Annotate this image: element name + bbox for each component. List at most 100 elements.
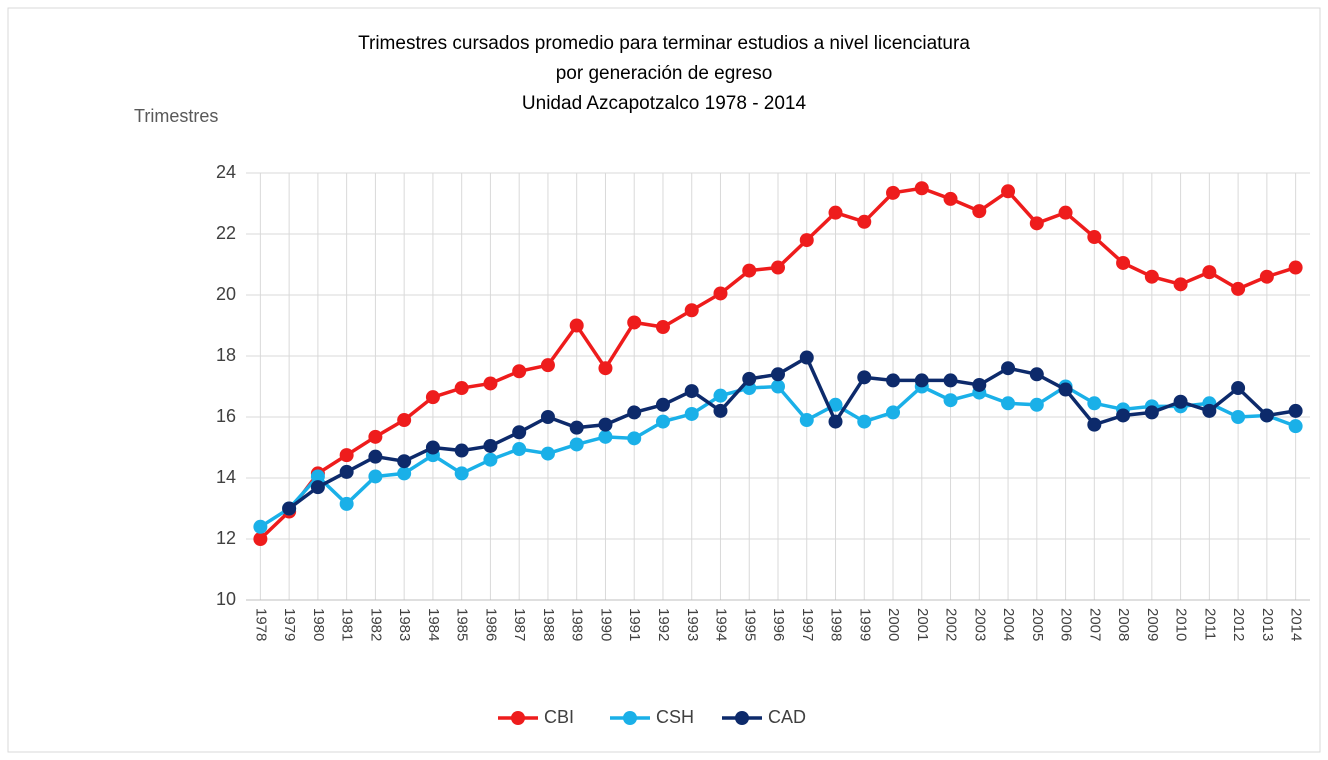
data-point — [799, 350, 814, 365]
y-tick-label: 14 — [216, 467, 236, 487]
data-point — [1259, 408, 1274, 423]
data-point — [1202, 403, 1217, 418]
data-point — [368, 449, 383, 464]
data-point — [857, 214, 872, 229]
data-point — [972, 204, 987, 219]
data-point — [943, 393, 958, 408]
legend-label: CSH — [656, 707, 694, 727]
data-point — [713, 388, 728, 403]
data-point — [454, 443, 469, 458]
data-point — [627, 431, 642, 446]
x-tick-label: 1996 — [770, 608, 787, 641]
data-point — [368, 429, 383, 444]
x-tick-label: 1990 — [597, 608, 614, 641]
data-point — [1029, 397, 1044, 412]
data-point — [1001, 184, 1016, 199]
data-point — [483, 376, 498, 391]
legend-marker — [511, 711, 525, 725]
data-point — [1087, 417, 1102, 432]
data-point — [253, 519, 268, 534]
data-point — [425, 390, 440, 405]
data-point — [1259, 269, 1274, 284]
data-point — [1288, 419, 1303, 434]
x-tick-label: 2004 — [1000, 608, 1017, 641]
data-point — [627, 405, 642, 420]
data-point — [1001, 361, 1016, 376]
data-point — [627, 315, 642, 330]
x-tick-label: 1987 — [511, 608, 528, 641]
data-point — [684, 406, 699, 421]
data-point — [598, 429, 613, 444]
x-tick-label: 1982 — [367, 608, 384, 641]
data-point — [886, 373, 901, 388]
data-point — [1173, 394, 1188, 409]
x-tick-label: 2008 — [1115, 608, 1132, 641]
data-point — [655, 397, 670, 412]
x-tick-label: 2011 — [1201, 608, 1218, 640]
x-tick-label: 1997 — [799, 608, 816, 641]
x-tick-label: 1992 — [655, 608, 672, 641]
data-point — [454, 466, 469, 481]
y-tick-label: 18 — [216, 345, 236, 365]
data-point — [713, 403, 728, 418]
x-tick-label: 1995 — [741, 608, 758, 641]
y-tick-label: 22 — [216, 223, 236, 243]
data-point — [1288, 403, 1303, 418]
data-point — [569, 318, 584, 333]
data-point — [799, 233, 814, 248]
x-tick-label: 2010 — [1173, 608, 1190, 641]
data-point — [771, 379, 785, 394]
data-point — [742, 263, 757, 278]
x-tick-label: 1993 — [684, 608, 701, 641]
data-point — [1058, 382, 1073, 397]
data-point — [1116, 255, 1131, 270]
x-tick-label: 1998 — [828, 608, 845, 641]
legend-marker — [623, 711, 637, 725]
x-tick-label: 2006 — [1058, 608, 1075, 641]
x-tick-label: 1983 — [396, 608, 413, 641]
data-point — [1087, 230, 1102, 245]
x-tick-label: 1991 — [626, 608, 643, 641]
data-point — [972, 377, 987, 392]
data-point — [684, 303, 699, 318]
data-point — [569, 437, 584, 452]
x-tick-label: 1989 — [569, 608, 586, 641]
x-tick-label: 1994 — [713, 608, 730, 641]
data-point — [512, 442, 527, 457]
x-tick-label: 1984 — [425, 608, 442, 641]
data-point — [1144, 405, 1159, 420]
data-point — [742, 371, 757, 386]
data-point — [914, 181, 929, 196]
y-tick-label: 16 — [216, 406, 236, 426]
x-tick-label: 1988 — [540, 608, 557, 641]
data-point — [397, 466, 412, 481]
data-point — [828, 414, 843, 429]
data-point — [598, 361, 613, 376]
data-point — [655, 320, 670, 335]
x-tick-label: 2009 — [1144, 608, 1161, 641]
data-point — [310, 480, 325, 495]
x-tick-label: 1999 — [856, 608, 873, 641]
data-point — [1202, 265, 1217, 280]
data-point — [1173, 277, 1188, 292]
x-tick-label: 1978 — [252, 608, 269, 641]
data-point — [771, 260, 785, 275]
legend-label: CBI — [544, 707, 574, 727]
x-tick-label: 2013 — [1259, 608, 1276, 641]
data-point — [1288, 260, 1303, 275]
data-point — [339, 496, 354, 511]
chart-title: Trimestres cursados promedio para termin… — [358, 33, 970, 54]
x-tick-label: 1979 — [281, 608, 298, 641]
data-point — [368, 469, 383, 484]
data-point — [684, 384, 699, 399]
data-point — [1001, 396, 1016, 411]
data-point — [483, 438, 498, 453]
data-point — [713, 286, 728, 301]
data-point — [1029, 367, 1044, 382]
data-point — [1231, 381, 1246, 396]
data-point — [771, 367, 785, 382]
data-point — [1231, 410, 1246, 424]
x-tick-label: 1981 — [339, 608, 356, 641]
data-point — [1116, 408, 1131, 423]
